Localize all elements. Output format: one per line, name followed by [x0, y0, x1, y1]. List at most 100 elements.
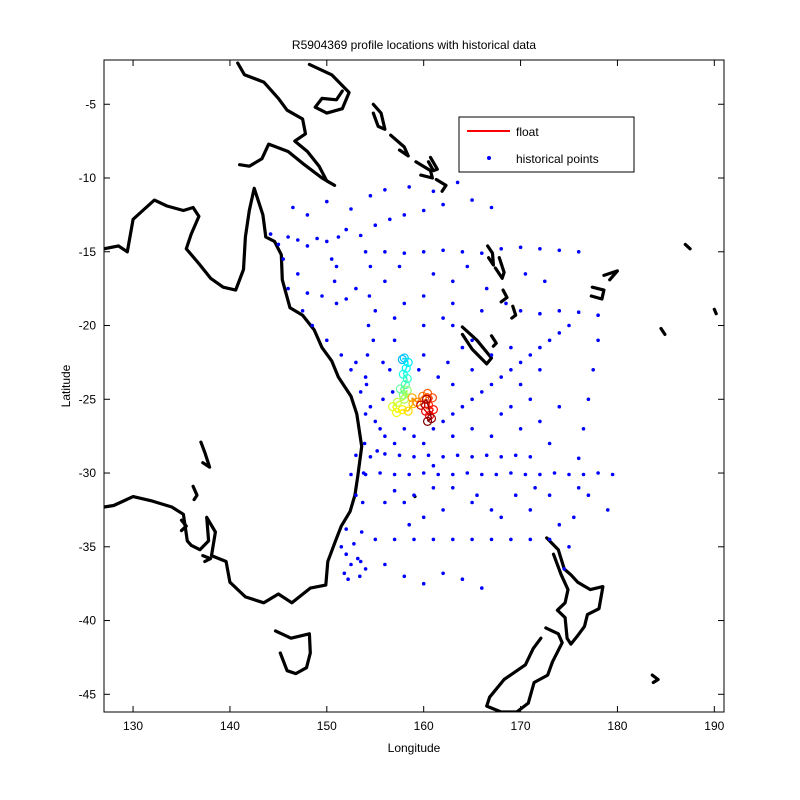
historical-point: [383, 250, 387, 254]
historical-point: [518, 360, 523, 365]
float-profile-marker: [401, 363, 411, 373]
float-profile-marker: [391, 407, 402, 418]
historical-point: [354, 286, 358, 291]
historical-point: [349, 207, 353, 211]
historical-point: [349, 562, 353, 567]
historical-point: [470, 455, 474, 459]
historical-point: [576, 486, 581, 490]
y-axis-label: Latitude: [59, 364, 73, 407]
coastline: [179, 518, 188, 533]
historical-point: [364, 382, 369, 387]
float-profile-marker: [416, 400, 426, 410]
float-profile-marker: [421, 394, 432, 404]
historical-point: [310, 323, 315, 328]
historical-point: [610, 472, 615, 477]
historical-point: [397, 264, 402, 269]
historical-point: [513, 453, 518, 458]
historical-point: [446, 360, 450, 365]
float-track-segment: [402, 367, 407, 375]
coastline: [489, 334, 498, 348]
historical-point: [489, 508, 494, 512]
historical-point: [305, 213, 310, 217]
historical-point: [470, 338, 474, 343]
historical-point: [436, 375, 441, 379]
coastline: [426, 155, 439, 173]
y-tick-label: -40: [79, 614, 97, 628]
historical-point: [451, 382, 455, 387]
historical-point: [373, 223, 378, 227]
historical-point: [286, 286, 290, 291]
historical-point: [460, 577, 465, 581]
historical-point: [518, 382, 523, 387]
historical-point: [499, 247, 504, 251]
coastline: [602, 269, 620, 282]
historical-point: [392, 472, 397, 477]
historical-point: [368, 455, 373, 459]
float-track-segment: [402, 373, 408, 380]
historical-point: [358, 390, 363, 394]
historical-point: [276, 242, 281, 247]
historical-point: [547, 338, 552, 343]
historical-point: [581, 472, 586, 477]
historical-point: [572, 515, 576, 520]
historical-point: [381, 397, 385, 402]
historical-point: [484, 286, 489, 291]
legend-historical-swatch: [487, 156, 491, 160]
historical-point: [291, 205, 295, 210]
x-tick-label: 170: [511, 719, 531, 733]
historical-point: [591, 368, 595, 372]
historical-point: [552, 471, 557, 475]
float-profile-marker: [402, 385, 412, 396]
historical-point: [339, 545, 344, 549]
float-track-segment: [392, 401, 399, 408]
historical-point: [470, 198, 474, 202]
historical-point: [480, 309, 484, 313]
historical-point: [557, 248, 562, 253]
historical-point: [378, 471, 382, 475]
coastline-layer: [104, 61, 718, 712]
float-profile-marker: [403, 357, 413, 367]
historical-point: [402, 213, 407, 217]
historical-point: [586, 397, 591, 402]
historical-point: [402, 427, 407, 431]
historical-point: [489, 537, 494, 542]
historical-point: [523, 472, 528, 477]
float-track-segment: [399, 388, 405, 396]
historical-point: [441, 571, 445, 576]
historical-point: [499, 412, 504, 416]
historical-point: [375, 449, 380, 453]
historical-point: [460, 404, 465, 409]
historical-point: [296, 272, 300, 276]
historical-point: [402, 574, 407, 579]
float-profile-marker: [403, 406, 413, 416]
historical-point: [344, 527, 349, 531]
historical-point: [378, 427, 382, 431]
historical-point: [460, 250, 465, 254]
float-profile-marker: [402, 374, 412, 384]
historical-point: [388, 217, 392, 222]
historical-point: [567, 545, 571, 549]
y-tick-label: -20: [79, 319, 97, 333]
historical-point: [373, 419, 378, 424]
historical-point: [470, 397, 474, 402]
historical-point: [383, 562, 387, 567]
historical-point: [383, 279, 387, 284]
historical-point: [412, 434, 416, 439]
historical-point: [489, 205, 494, 210]
historical-point: [421, 323, 426, 328]
historical-point: [412, 537, 416, 542]
historical-point: [557, 309, 562, 313]
float-track-layer: [388, 353, 438, 427]
y-tick-label: -45: [79, 687, 97, 701]
historical-point: [363, 567, 368, 571]
x-axis-label: Longitude: [388, 741, 441, 755]
historical-point: [359, 530, 364, 534]
coastline: [499, 288, 509, 304]
coastline: [510, 304, 518, 320]
historical-point: [412, 493, 416, 498]
historical-point: [576, 310, 581, 315]
historical-point: [421, 515, 426, 520]
historical-point: [349, 472, 353, 477]
float-track-segment: [402, 408, 409, 412]
historical-point: [538, 247, 542, 251]
